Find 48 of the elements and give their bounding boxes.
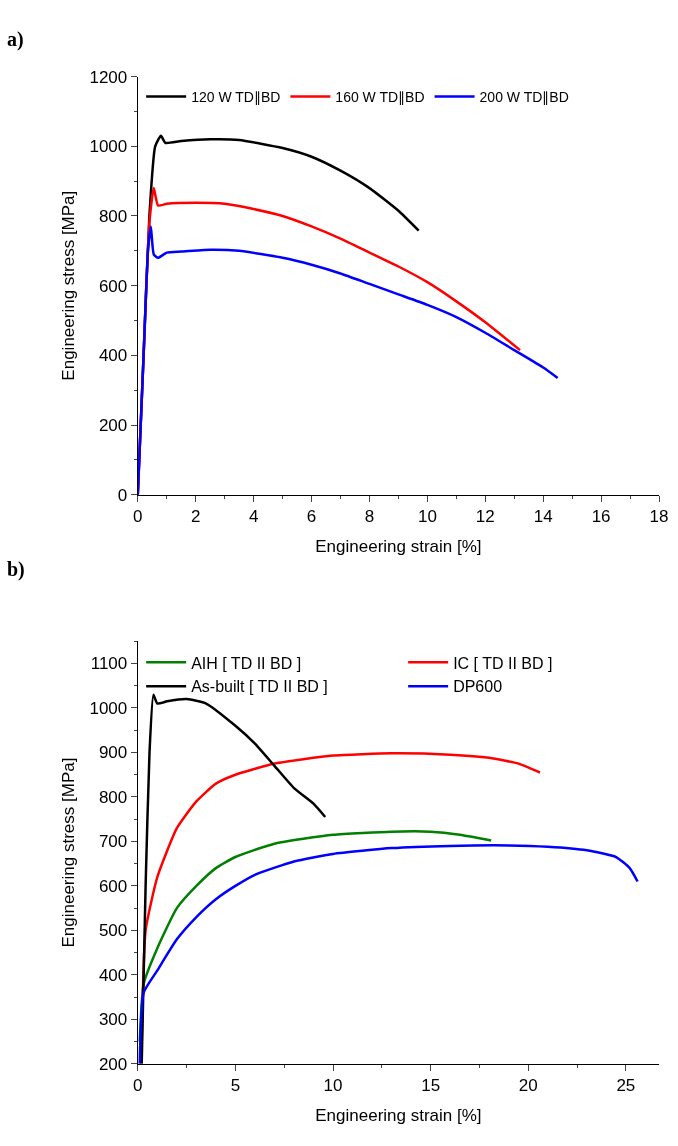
legend-label: 200 W TD∥BD [479,88,569,105]
y-tick-label: 200 [98,1054,128,1074]
legend-label: 120 W TD∥BD [191,88,281,105]
y-tick-label: 800 [98,206,128,226]
y-tick-label: 600 [98,276,128,296]
line-series [138,844,639,1064]
x-tick-label: 2 [190,507,201,527]
x-tick-label: 8 [364,507,375,527]
x-tick-label: 15 [421,1076,441,1096]
chart-title: b) [7,558,25,581]
x-tick-label: 14 [533,507,553,527]
x-tick-label: 25 [616,1076,636,1096]
y-tick-label: 800 [98,787,128,807]
y-tick-label: 900 [98,743,128,763]
x-tick-label: 5 [230,1076,241,1096]
x-tick-label: 16 [591,507,611,527]
y-tick-label: 0 [117,485,128,505]
y-tick-label: 1100 [90,654,128,674]
x-tick-label: 18 [649,507,669,527]
x-tick-label: 4 [248,507,259,527]
x-tick-label: 10 [417,507,437,527]
y-tick-label: 300 [98,1010,128,1030]
y-tick-label: 200 [98,416,128,435]
y-tick-label: 400 [98,965,128,985]
y-tick-label: 400 [98,346,128,366]
y-tick-label: 500 [98,921,128,941]
chart-title: a) [7,28,24,51]
y-tick-label: 1200 [89,67,128,87]
x-tick-label: 12 [475,507,495,527]
line-series [137,225,559,495]
x-axis-title: Engineering strain [%] [315,1105,482,1125]
legend-label: As-built [ TD II BD ] [191,678,328,696]
legend-label: 160 W TD∥BD [335,88,425,105]
legend-label: IC [ TD II BD ] [453,654,553,672]
legend-label: DP600 [453,678,503,696]
x-tick-label: 0 [133,1076,143,1096]
y-tick-label: 700 [98,832,128,852]
x-tick-label: 0 [133,507,143,527]
y-tick-label: 1000 [89,698,128,718]
legend-label: AIH [ TD II BD ] [191,654,302,672]
y-axis-title: Engineering stress [MPa] [58,757,78,948]
y-tick-label: 1000 [89,137,128,157]
y-axis-title: Engineering stress [MPa] [58,190,78,381]
x-tick-label: 6 [306,507,317,527]
x-tick-label: 20 [518,1076,538,1096]
y-tick-label: 600 [98,876,128,896]
x-tick-label: 10 [323,1076,343,1096]
x-axis-title: Engineering strain [%] [315,536,482,556]
